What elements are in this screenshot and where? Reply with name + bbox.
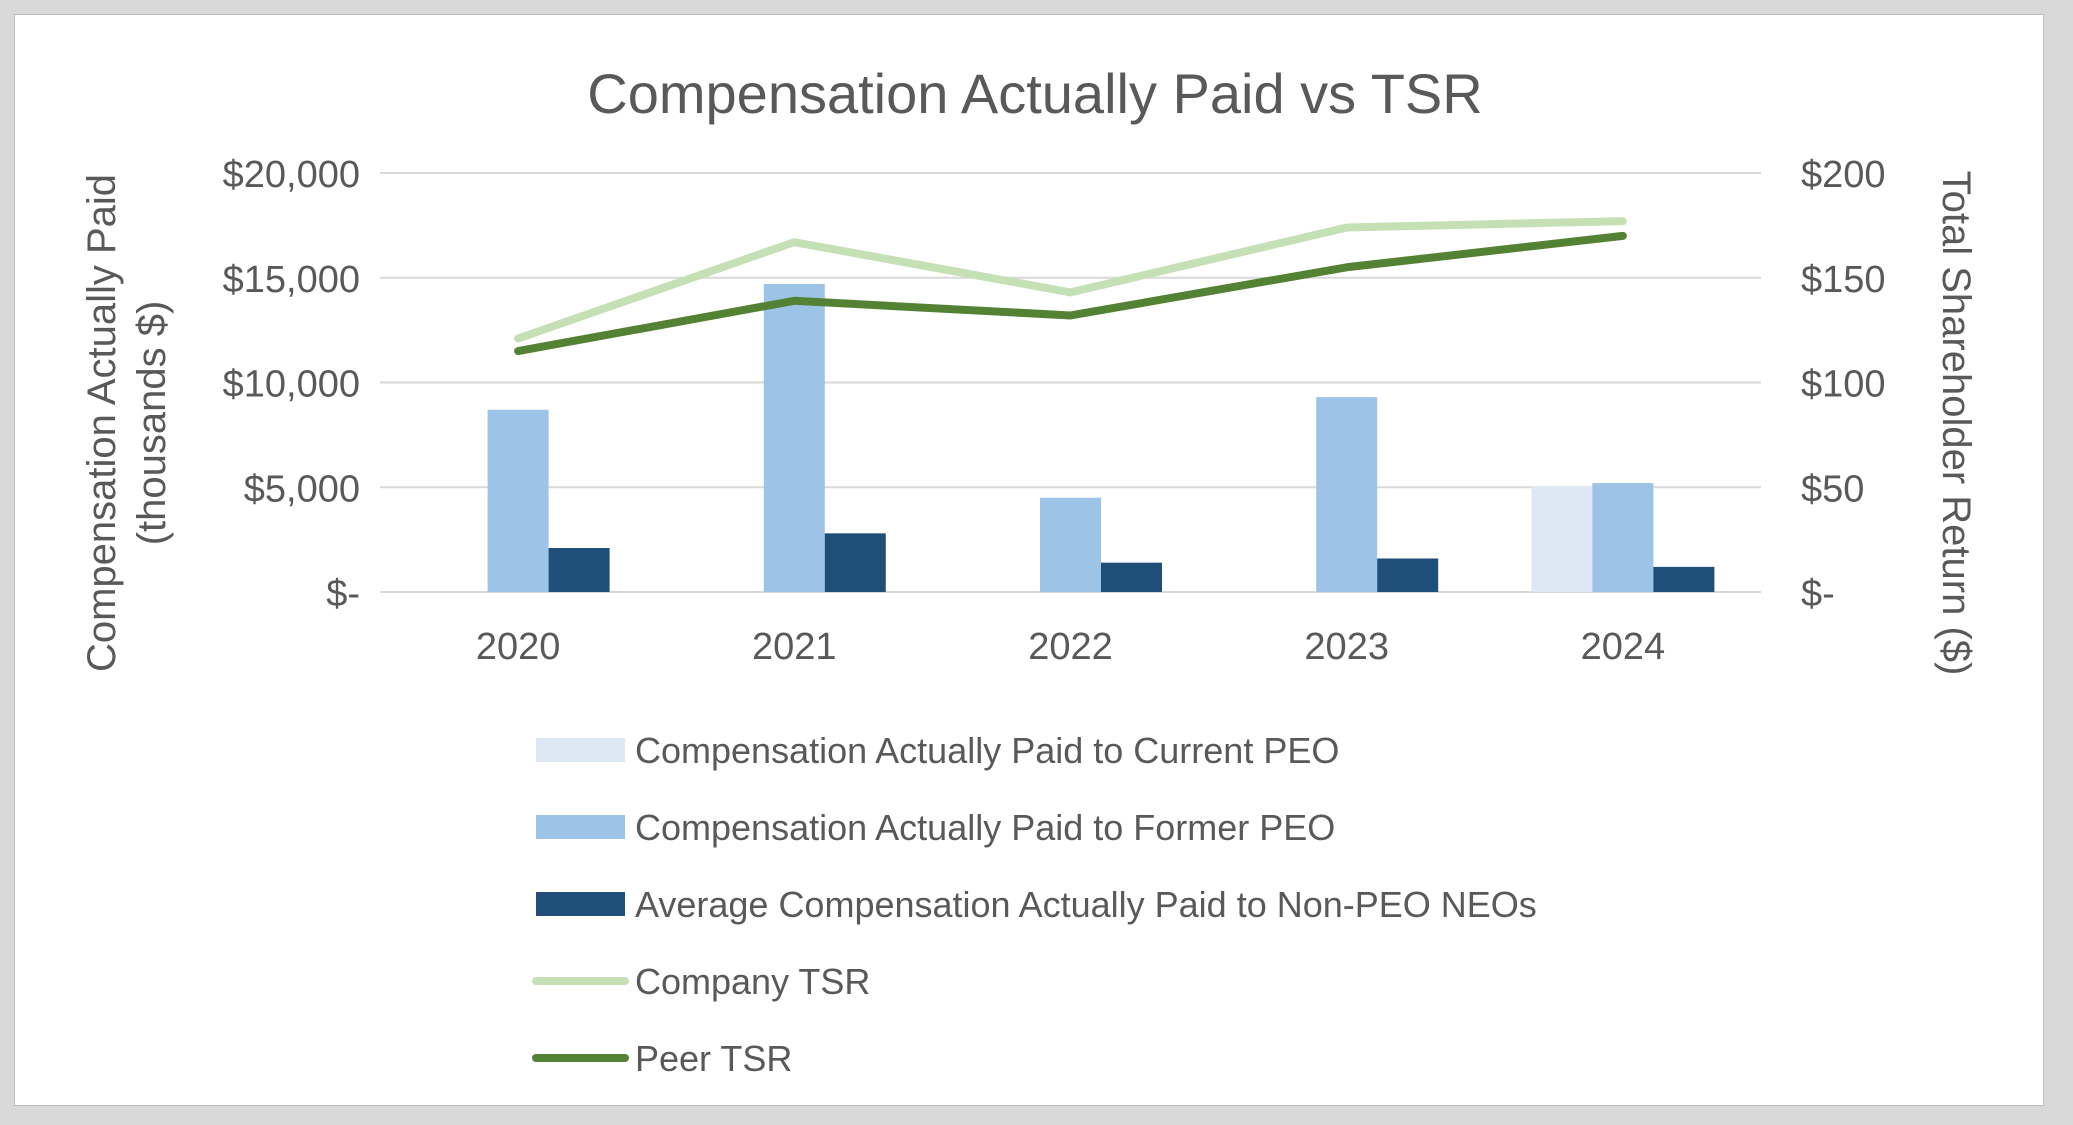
lines bbox=[514, 217, 1627, 356]
x-tick-label: 2021 bbox=[752, 626, 837, 668]
gridlines bbox=[380, 172, 1761, 593]
bar bbox=[1592, 483, 1654, 592]
bar bbox=[1316, 397, 1378, 592]
y-axis-right-label: Total Shareholder Return ($) bbox=[1934, 171, 1978, 676]
y-right-tick-label: $- bbox=[1801, 573, 1835, 615]
y-left-tick-label: $- bbox=[326, 573, 360, 615]
legend-label: Compensation Actually Paid to Former PEO bbox=[635, 807, 1335, 848]
x-tick-label: 2024 bbox=[1581, 626, 1666, 668]
y-right-tick-label: $100 bbox=[1801, 364, 1886, 406]
x-tick-label: 2020 bbox=[476, 626, 561, 668]
chart-title: Compensation Actually Paid vs TSR bbox=[587, 62, 1482, 125]
legend: Compensation Actually Paid to Current PE… bbox=[532, 730, 1537, 1079]
y-right-tick-label: $50 bbox=[1801, 468, 1864, 510]
y-left-tick-label: $5,000 bbox=[244, 468, 360, 510]
axis-labels: $- $5,000 $10,000 $15,000 $20,000 $- $50 $100 $1… bbox=[223, 154, 1886, 668]
bar bbox=[1377, 558, 1439, 592]
bar bbox=[548, 548, 610, 592]
series-line bbox=[514, 231, 1627, 356]
bar bbox=[1040, 497, 1101, 592]
y-left-tick-label: $20,000 bbox=[223, 154, 360, 196]
y-right-tick-label: $150 bbox=[1801, 259, 1886, 301]
legend-swatch bbox=[536, 738, 625, 762]
legend-swatch bbox=[536, 815, 625, 839]
y-right-tick-label: $200 bbox=[1801, 154, 1886, 196]
y-left-tick-label: $15,000 bbox=[223, 259, 360, 301]
bar bbox=[1531, 486, 1593, 592]
y-axis-left-label-line2: (thousands $) bbox=[130, 301, 174, 546]
series-line bbox=[514, 217, 1627, 343]
bar bbox=[1653, 566, 1715, 592]
legend-label: Peer TSR bbox=[635, 1038, 792, 1079]
legend-label: Average Compensation Actually Paid to No… bbox=[635, 884, 1537, 925]
x-tick-label: 2022 bbox=[1028, 626, 1113, 668]
bar bbox=[763, 284, 825, 592]
chart-frame: Compensation Actually Paid vs TSR Compen… bbox=[14, 14, 2044, 1106]
bars bbox=[487, 284, 1715, 592]
bar bbox=[487, 409, 549, 592]
bar bbox=[1101, 562, 1162, 592]
legend-swatch bbox=[536, 892, 625, 916]
y-axis-left-label-line1: Compensation Actually Paid bbox=[80, 174, 124, 672]
x-tick-label: 2023 bbox=[1304, 626, 1389, 668]
y-left-tick-label: $10,000 bbox=[223, 364, 360, 406]
legend-label: Compensation Actually Paid to Current PE… bbox=[635, 730, 1339, 771]
chart: Compensation Actually Paid vs TSR Compen… bbox=[80, 62, 1978, 1079]
bar bbox=[824, 533, 886, 592]
legend-label: Company TSR bbox=[635, 961, 870, 1002]
